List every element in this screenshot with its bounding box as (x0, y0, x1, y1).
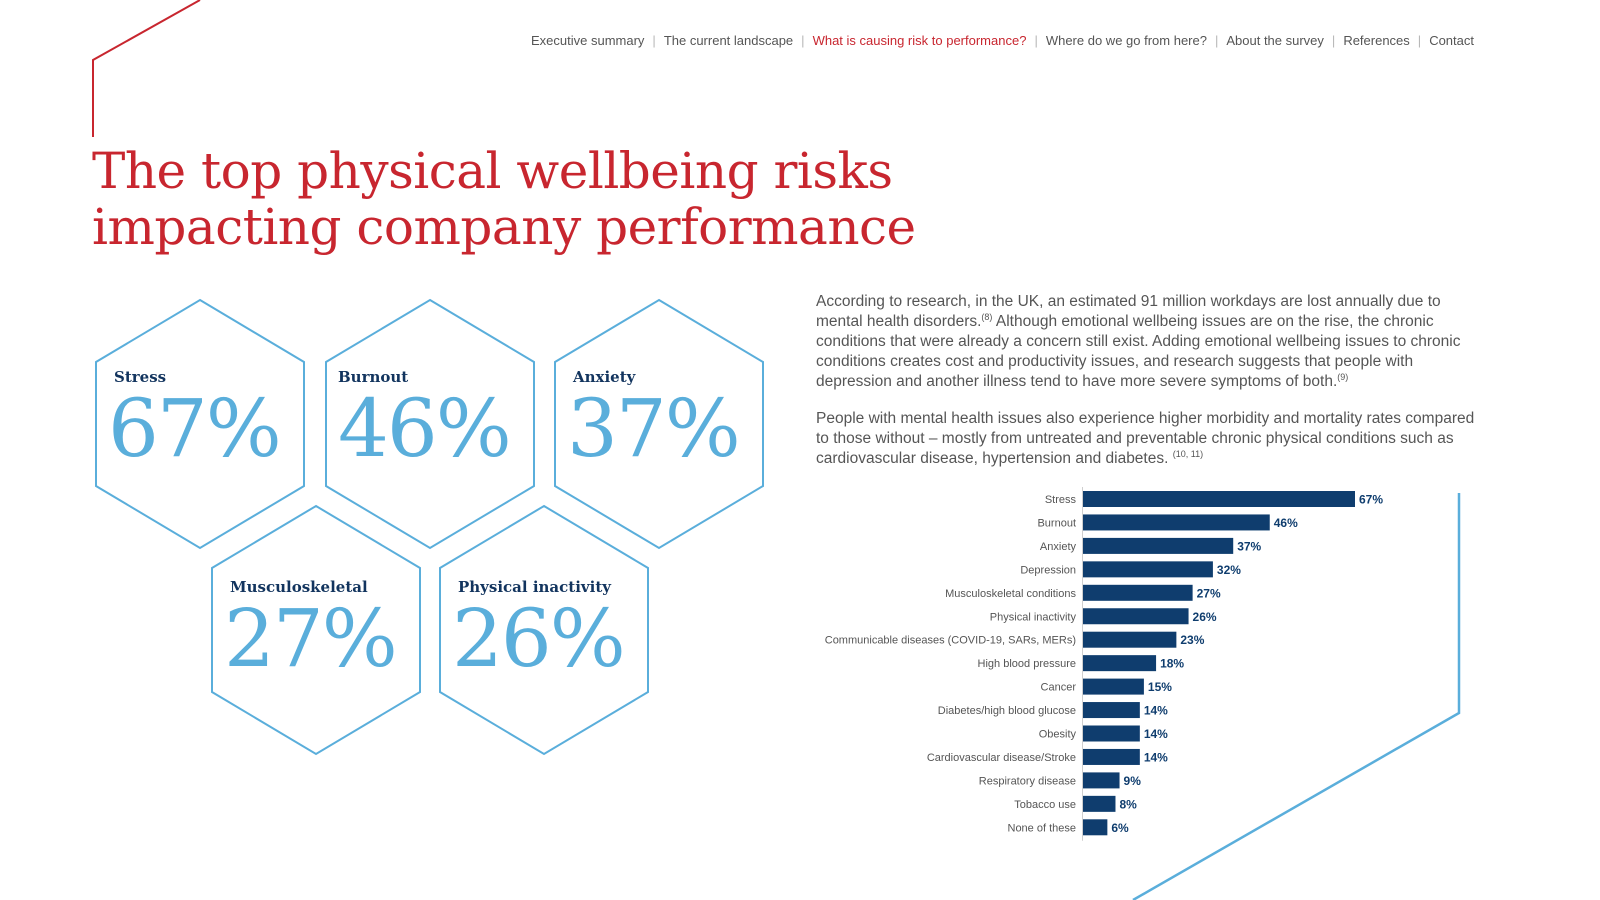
bar (1083, 631, 1177, 648)
nav-separator: | (1214, 33, 1219, 48)
bar (1083, 584, 1193, 601)
nav-separator: | (801, 33, 805, 48)
bar (1083, 655, 1157, 672)
bar-value-label: 18% (1160, 657, 1184, 671)
hexagon-label: Physical inactivity (458, 578, 611, 596)
hexagon-label: Burnout (338, 368, 409, 386)
nav-separator: | (1417, 33, 1422, 48)
bar-category-label: High blood pressure (978, 658, 1076, 670)
bar-value-label: 26% (1193, 610, 1217, 624)
hexagon-label: Anxiety (573, 368, 636, 386)
bar-category-label: Cancer (1041, 682, 1077, 694)
bar-category-label: Anxiety (1040, 541, 1077, 553)
nav-current-landscape[interactable]: The current landscape (663, 33, 794, 48)
nav-references[interactable]: References (1343, 33, 1410, 48)
hexagon-value: 67% (108, 382, 282, 475)
bar-category-label: Depression (1020, 564, 1076, 576)
bar-value-label: 67% (1359, 493, 1383, 507)
hexagon-outline (439, 504, 649, 756)
page-title-line-2: impacting company performance (92, 198, 916, 256)
bar (1083, 748, 1140, 765)
hexagon-musculoskeletal: Musculoskeletal 27% (210, 504, 422, 756)
bar-category-label: Burnout (1037, 517, 1076, 529)
hexagon-outline (211, 504, 421, 756)
bar-value-label: 8% (1119, 797, 1137, 811)
paragraph-text: According to research, in the UK, an est… (816, 293, 1441, 330)
bar (1083, 537, 1234, 554)
bar-value-label: 9% (1124, 774, 1142, 788)
bar (1083, 725, 1140, 742)
hexagon-stress: Stress 67% (94, 298, 306, 550)
nav-risk-to-performance[interactable]: What is causing risk to performance? (812, 33, 1027, 48)
hexagon-outline (325, 298, 535, 550)
bar (1083, 491, 1355, 507)
bar (1083, 608, 1189, 625)
hexagon-physical-inactivity: Physical inactivity 26% (438, 504, 650, 756)
page-title: The top physical wellbeing risks impacti… (92, 143, 916, 255)
paragraph-text: Although emotional wellbeing issues are … (816, 313, 1461, 390)
paragraph-text: People with mental health issues also ex… (816, 410, 1475, 467)
bar-value-label: 32% (1217, 563, 1241, 577)
intro-paragraph-1: According to research, in the UK, an est… (816, 292, 1476, 392)
bar-category-label: Communicable diseases (COVID-19, SARs, M… (825, 635, 1076, 647)
bar-value-label: 37% (1237, 539, 1261, 553)
bar (1083, 702, 1140, 719)
nav-executive-summary[interactable]: Executive summary (531, 33, 645, 48)
bar (1083, 678, 1144, 695)
bar (1083, 819, 1108, 836)
bar-value-label: 27% (1197, 586, 1221, 600)
bar-category-label: Stress (1045, 494, 1077, 506)
bar-value-label: 14% (1144, 727, 1168, 741)
hexagon-anxiety: Anxiety 37% (553, 298, 765, 550)
bar-value-label: 14% (1144, 750, 1168, 764)
hexagon-value: 27% (224, 592, 398, 685)
intro-paragraph-2: People with mental health issues also ex… (816, 409, 1476, 469)
bar-category-label: Cardiovascular disease/Stroke (927, 752, 1076, 764)
hexagon-burnout: Burnout 46% (324, 298, 536, 550)
nav-about-survey[interactable]: About the survey (1226, 33, 1324, 48)
bar-category-label: Respiratory disease (979, 775, 1076, 787)
hexagon-value: 46% (338, 382, 512, 475)
bar-category-label: Diabetes/high blood glucose (938, 705, 1076, 717)
bar-category-label: Obesity (1039, 729, 1077, 741)
nav-separator: | (1034, 33, 1038, 48)
hexagon-outline (95, 298, 305, 550)
nav-contact[interactable]: Contact (1429, 33, 1474, 48)
nav-separator: | (652, 33, 656, 48)
reference-superscript: (10, 11) (1172, 448, 1204, 459)
bar-category-label: None of these (1008, 822, 1077, 834)
bar-value-label: 6% (1111, 821, 1129, 835)
bar (1083, 561, 1213, 578)
bar-value-label: 15% (1148, 680, 1172, 694)
bar (1083, 514, 1270, 531)
bar-category-label: Tobacco use (1014, 799, 1076, 811)
reference-superscript: (8) (981, 311, 993, 322)
bar-value-label: 46% (1274, 516, 1298, 530)
page-title-line-1: The top physical wellbeing risks (92, 142, 893, 200)
hexagon-value: 37% (567, 382, 741, 475)
reference-superscript: (9) (1337, 371, 1349, 382)
bar-category-label: Physical inactivity (990, 611, 1077, 623)
hexagon-label: Musculoskeletal (230, 578, 368, 596)
top-navigation: Executive summary | The current landscap… (531, 33, 1474, 48)
bar-category-label: Musculoskeletal conditions (945, 588, 1076, 600)
hexagon-outline (554, 298, 764, 550)
hexagon-value: 26% (452, 592, 626, 685)
nav-where-do-we-go[interactable]: Where do we go from here? (1045, 33, 1207, 48)
bar (1083, 795, 1116, 812)
nav-separator: | (1331, 33, 1336, 48)
bar-value-label: 23% (1180, 633, 1204, 647)
bar (1083, 772, 1120, 789)
hexagon-label: Stress (114, 368, 167, 386)
bar-value-label: 14% (1144, 704, 1168, 718)
